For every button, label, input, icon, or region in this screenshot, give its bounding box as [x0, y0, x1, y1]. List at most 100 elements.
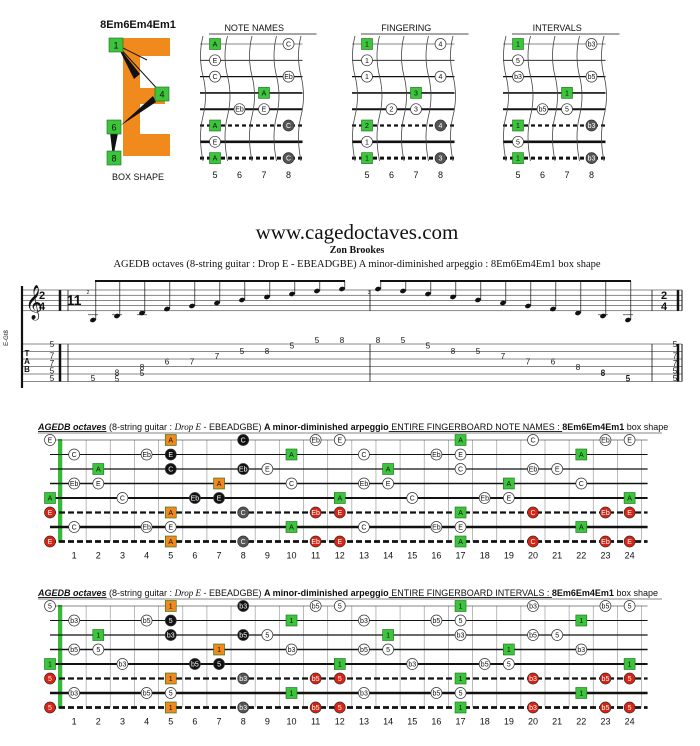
note-label: b5	[312, 705, 320, 712]
note-label: b3	[70, 691, 78, 698]
note-label: C	[458, 467, 463, 474]
note-label: Eb	[311, 539, 320, 546]
note-circle	[309, 434, 322, 446]
fretboard-note-dot: 1	[285, 687, 298, 699]
note-label: 5	[507, 662, 511, 669]
note-circle	[527, 463, 539, 475]
mini-note-dot: A	[258, 87, 270, 99]
note-square	[410, 87, 422, 99]
nut-bar	[58, 439, 62, 543]
fretboard-note-dot: b3	[237, 672, 250, 685]
note-label: b3	[457, 633, 465, 640]
fretboard-note-dot: E	[92, 477, 105, 490]
note-square	[382, 463, 394, 475]
fret-number: 23	[600, 717, 610, 727]
time-signature-top: 2	[39, 290, 45, 302]
fretboard-note-dot: E	[623, 535, 636, 548]
note-label: 1	[579, 691, 583, 698]
fretboard-note-dot: Eb	[68, 477, 81, 490]
fretboard-note-dot: C	[164, 463, 177, 475]
note-label: E	[48, 438, 53, 445]
note-label: b5	[529, 633, 537, 640]
note-label: A	[458, 539, 463, 546]
fretboard-note-dot: 1	[164, 600, 177, 612]
title-part: 8Em6Em4Em1	[552, 588, 614, 598]
fretboard-title: AGEDB octaves (8-string guitar : Drop E …	[37, 422, 668, 432]
note-label: b3	[514, 74, 522, 81]
note-square	[333, 658, 346, 670]
fret-number: 6	[192, 551, 197, 561]
note-circle	[454, 614, 467, 627]
time-signature-top: 2	[661, 290, 667, 302]
fret-number: 22	[576, 717, 586, 727]
mini-note-dot: b3	[585, 152, 598, 164]
tab-clef-letter: T	[25, 349, 30, 358]
fret-number: 1	[72, 551, 77, 561]
note-square	[213, 477, 225, 490]
note-label: b5	[602, 676, 610, 683]
note-circle	[282, 119, 295, 132]
note-label: 1	[579, 618, 583, 625]
note-circle	[358, 643, 370, 656]
note-label: b3	[529, 676, 537, 683]
fret-number: 12	[335, 551, 345, 561]
fretboard-note-dot: b5	[309, 672, 322, 685]
note-label: 5	[265, 633, 269, 640]
fretboard-note-dot: 1	[575, 614, 588, 627]
fretboard-note-dot: Eb	[309, 506, 322, 519]
note-label: 2	[390, 107, 394, 114]
fret-number: 6	[192, 717, 197, 727]
note-label: C	[212, 74, 217, 81]
fretboard-note-dot: 1	[503, 643, 515, 656]
note-circle	[503, 658, 515, 670]
fret-number: 7	[217, 717, 222, 727]
tab-open-note: 5	[50, 366, 55, 375]
note-label: A	[168, 438, 173, 445]
fretboard-note-dot: C	[527, 434, 539, 446]
note-circle	[599, 672, 612, 685]
fretboard-note-dot: A	[575, 448, 588, 461]
mini-note-dot: Eb	[282, 70, 295, 83]
note-square	[285, 521, 298, 533]
mini-note-dot: 1	[361, 135, 373, 148]
fretboard-note-dot: E	[503, 492, 515, 504]
note-circle	[358, 521, 370, 533]
note-square	[503, 643, 515, 656]
note-circle	[454, 521, 467, 533]
note-label: b3	[239, 705, 247, 712]
note-circle	[623, 600, 636, 612]
fretboard-note-dot: A	[164, 535, 177, 548]
note-label: b5	[70, 647, 78, 654]
box-marker-label: 6	[111, 123, 116, 133]
note-label: A	[458, 510, 463, 517]
note-circle	[454, 448, 467, 461]
notehead	[214, 300, 220, 306]
note-circle	[237, 463, 250, 475]
note-circle	[406, 658, 419, 670]
note-circle	[237, 600, 250, 612]
box-marker-square	[106, 150, 122, 166]
fret-number: 9	[265, 551, 270, 561]
note-label: 1	[459, 676, 463, 683]
fret-number: 15	[407, 717, 417, 727]
mini-note-dot: C	[209, 70, 221, 83]
arrow-shape	[117, 45, 140, 79]
note-label: b5	[433, 691, 441, 698]
notehead	[164, 306, 170, 312]
fretboard-note-dot: b3	[575, 643, 588, 656]
note-square	[164, 672, 177, 685]
note-label: C	[286, 156, 291, 163]
fretboard-note-dot: Eb	[430, 521, 443, 533]
note-circle	[285, 643, 298, 656]
fretboard-note-dot: b5	[140, 614, 153, 627]
note-label: 5	[217, 662, 221, 669]
fretboard-intervals: AGEDB octaves (8-string guitar : Drop E …	[37, 588, 662, 727]
fretboard-note-dot: E	[623, 506, 636, 519]
fretboard-note-dot: C	[358, 448, 370, 461]
fretboard-note-dot: b5	[309, 600, 322, 612]
note-circle	[309, 672, 322, 685]
note-square	[361, 119, 373, 132]
tab-note: 7	[190, 358, 195, 367]
tab-open-note: 5	[673, 340, 678, 349]
note-label: C	[579, 481, 584, 488]
